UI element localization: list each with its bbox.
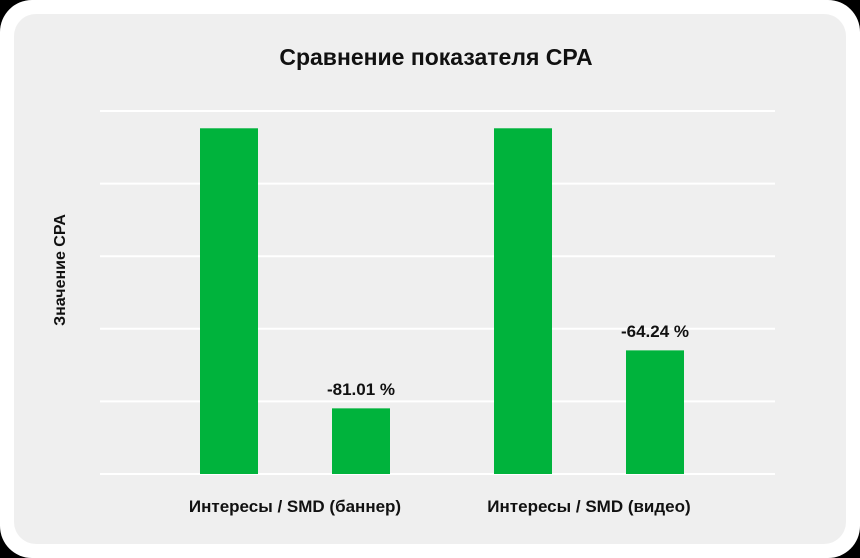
bar-series1-cat0 xyxy=(332,408,390,474)
data-label-video: -64.24 % xyxy=(620,322,690,342)
bar-series0-cat0 xyxy=(200,128,258,475)
chart-panel xyxy=(14,14,846,544)
x-tick-label-banner: Интересы / SMD (баннер) xyxy=(188,497,402,516)
bar-series1-cat1 xyxy=(626,350,684,474)
bar-series0-cat1 xyxy=(494,128,552,475)
bars xyxy=(200,128,684,475)
data-label-banner: -81.01 % xyxy=(326,380,396,400)
chart-title: Сравнение показателя CPA xyxy=(279,44,593,70)
x-tick-label-video: Интересы / SMD (видео) xyxy=(487,497,691,516)
